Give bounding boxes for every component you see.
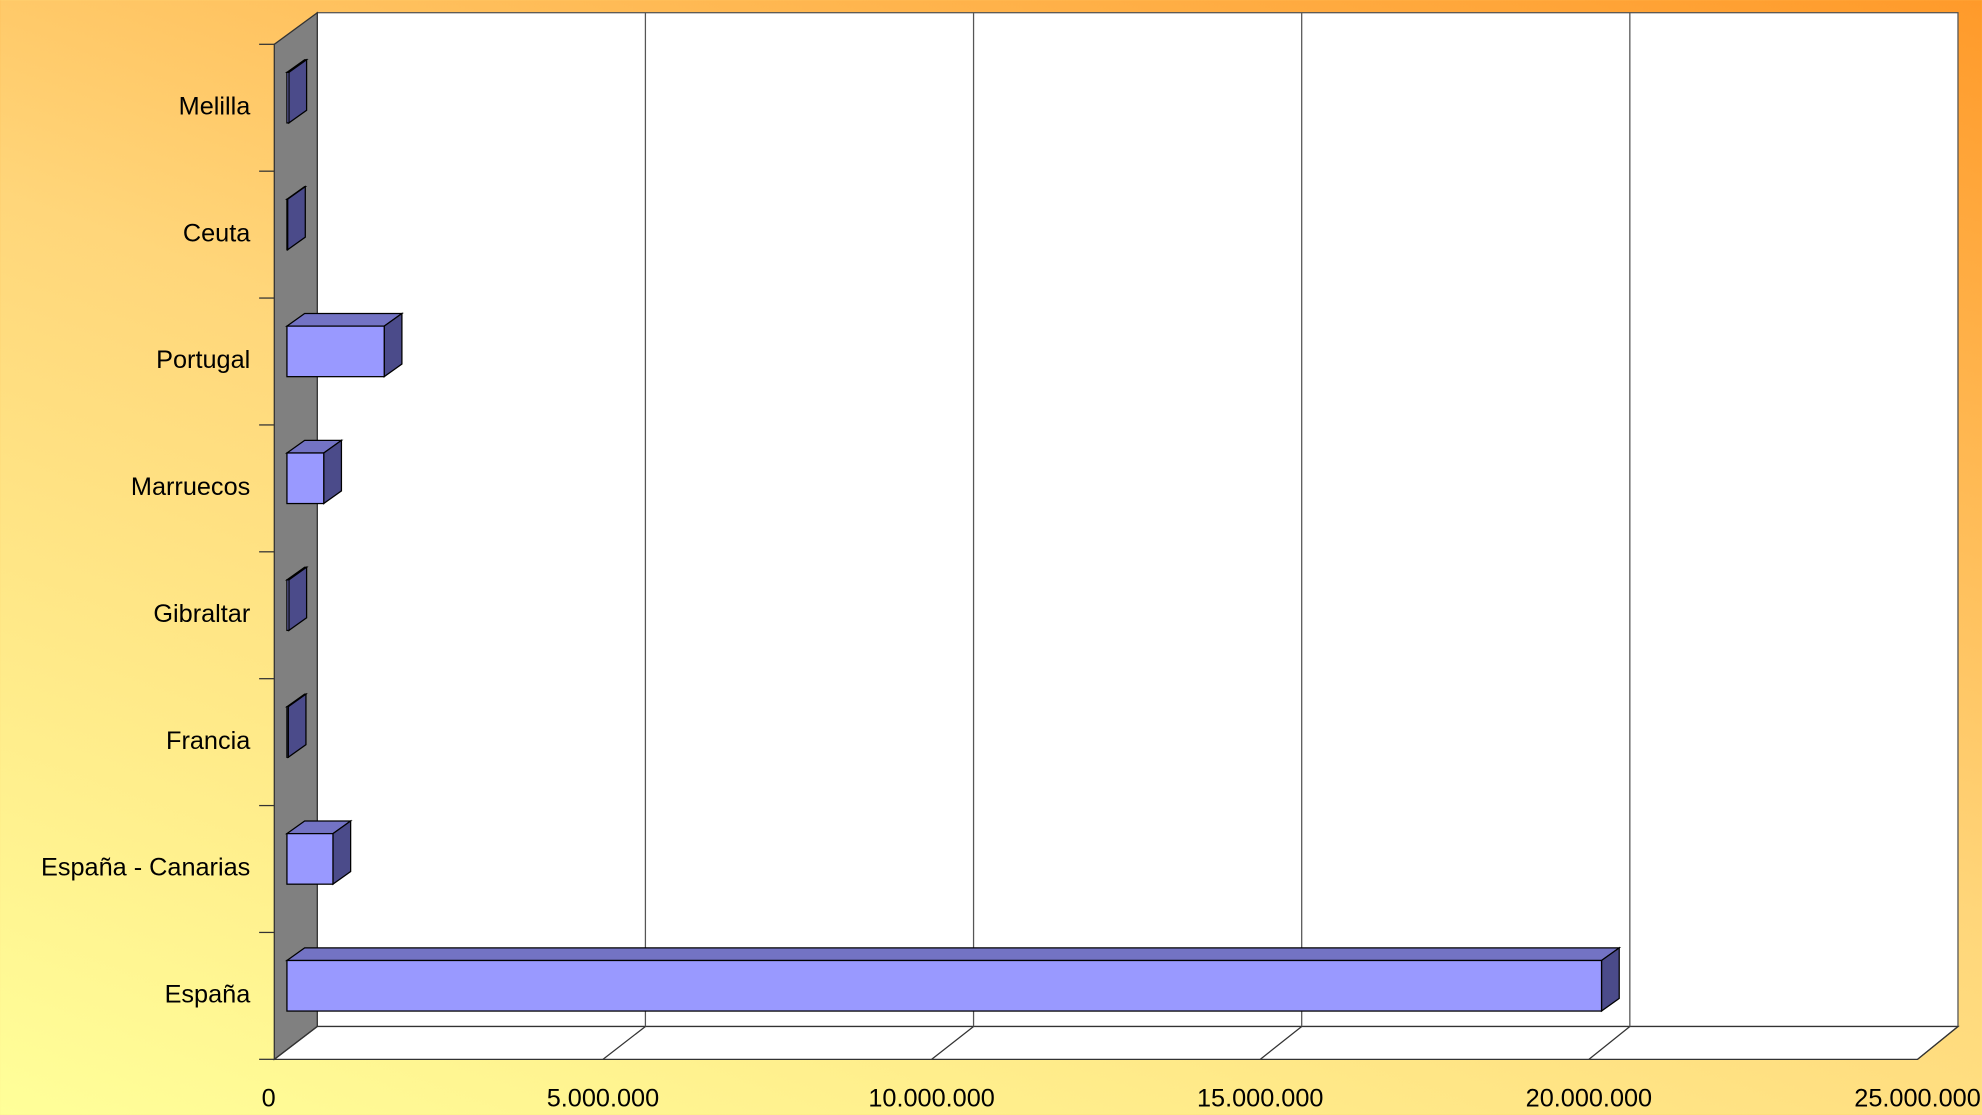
bar [286, 198, 289, 251]
floor-tick [1259, 1025, 1303, 1060]
y-tick-label: Marruecos [131, 473, 250, 501]
x-tick-label: 10.000.000 [868, 1084, 994, 1112]
bar-top [284, 947, 1622, 962]
floor-tick [602, 1025, 646, 1060]
y-tick-label: Ceuta [183, 219, 251, 247]
floor-tick [273, 1025, 318, 1060]
bar-top [284, 312, 404, 327]
x-tick-label: 15.000.000 [1197, 1084, 1323, 1112]
y-tick-label: Gibraltar [153, 600, 250, 628]
y-tick-label: Melilla [179, 92, 252, 120]
bar [286, 959, 1603, 1012]
floor-tick [931, 1025, 974, 1060]
y-tick-label: Portugal [156, 346, 250, 374]
bar [286, 706, 289, 758]
side-wall [273, 11, 318, 1061]
bar [286, 579, 290, 632]
back-wall [316, 12, 1959, 1028]
floor-tick [1588, 1025, 1631, 1060]
bars [284, 58, 1622, 1013]
floor-tick [1917, 1025, 1959, 1060]
y-tick-label: España - Canarias [41, 854, 250, 882]
labels: 0 5.000.000 10.000.000 15.000.000 20.000.000… [41, 92, 1981, 1112]
y-tick-label: Francia [166, 727, 251, 755]
bar [286, 71, 290, 124]
x-tick-label: 25.000.000 [1854, 1084, 1980, 1112]
x-tick-label: 0 [262, 1084, 276, 1112]
bar [286, 452, 325, 505]
x-tick-label: 20.000.000 [1526, 1084, 1652, 1112]
y-tick-label: España [165, 981, 252, 1009]
x-tick-label: 5.000.000 [547, 1084, 659, 1112]
floor [272, 1025, 1960, 1060]
grid [259, 12, 1959, 1060]
bar [286, 832, 334, 885]
bar [286, 325, 385, 378]
